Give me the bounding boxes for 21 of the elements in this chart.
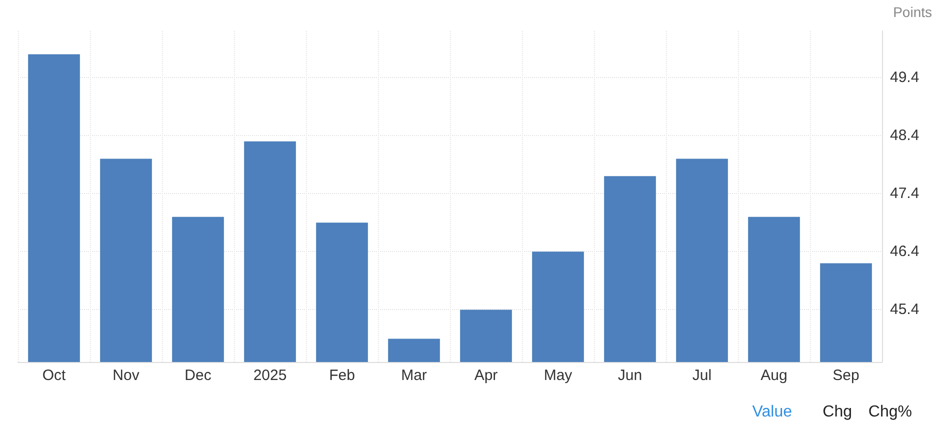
x-tick-label: Nov	[112, 367, 140, 384]
x-tick-label: Sep	[832, 367, 860, 384]
x-tick-label: Mar	[401, 367, 427, 384]
text: Value	[752, 404, 792, 420]
x-tick-label: 2025	[253, 367, 287, 384]
x-tick-label: Aug	[760, 367, 788, 384]
y-tick-label: 49.4	[890, 68, 920, 86]
x-tick-label: Oct	[42, 367, 66, 384]
y-tick-label: 45.4	[890, 301, 920, 318]
text: Chg	[822, 404, 852, 420]
x-tick-label: Apr	[474, 367, 498, 384]
x-tick-label: May	[544, 367, 573, 384]
x-tick-label: Feb	[329, 367, 355, 384]
y-tick-label: 48.4	[890, 127, 920, 144]
y-tick-label: 46.4	[890, 243, 920, 260]
y-tick-label: 47.4	[890, 185, 920, 202]
x-tick-label: Jun	[618, 367, 642, 384]
y-axis-title: Points	[893, 4, 932, 20]
text: Chg%	[868, 404, 912, 420]
x-tick-label: Dec	[184, 367, 212, 384]
x-tick-label: Jul	[692, 367, 712, 384]
